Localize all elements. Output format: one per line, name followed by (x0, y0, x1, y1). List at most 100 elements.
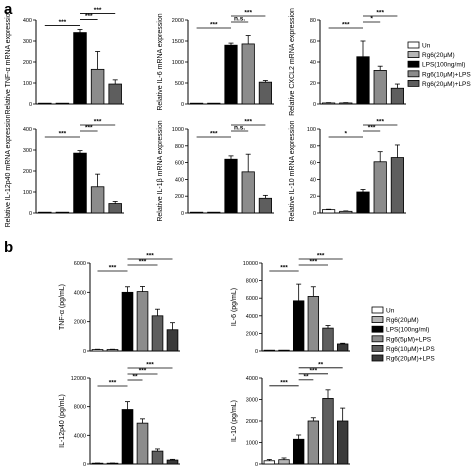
legend-swatch (407, 41, 420, 49)
significance-label: *** (317, 253, 325, 260)
y-tick-label: 0 (83, 349, 86, 355)
y-tick-label: 4000 (246, 314, 258, 320)
y-axis-label: Relative IL-12p40 mRNA expression (5, 114, 12, 227)
legend-swatch (407, 51, 420, 58)
bar (336, 343, 349, 352)
legend-swatch (407, 70, 420, 78)
bar (106, 349, 119, 352)
legend-label: LPS(100ng/ml) (386, 327, 429, 334)
bar (278, 459, 290, 465)
panel-label-b: b (4, 239, 13, 256)
legend-label: Rg6(20μM) (386, 317, 419, 324)
chart-2: 0 500 1000 1500 2000 Relative IL-6 mRNA expre… (157, 10, 274, 111)
legend-label: Rg6(10μM)+LPS (386, 346, 435, 353)
y-tick-label: 80 (310, 18, 316, 24)
legend-label: Rg6(20μM) (422, 52, 455, 59)
y-tick-label: 500 (175, 81, 184, 87)
significance-label: * (345, 131, 348, 138)
significance-label: *** (85, 125, 93, 132)
bar (108, 203, 122, 214)
bar (373, 70, 387, 105)
y-tick-label: 2000 (246, 419, 258, 425)
y-axis-label: IL-6 (pg/mL) (231, 288, 238, 326)
bar (121, 409, 134, 465)
y-tick-label: 1500 (172, 39, 184, 45)
significance-label: *** (310, 367, 318, 374)
legend-a: Un Rg6(20μM) LPS(100ng/ml) Rg6(10μM)+LPS Rg6… (407, 41, 471, 88)
significance-label: *** (244, 10, 252, 17)
bar (241, 43, 255, 105)
y-tick-label: 0 (29, 211, 32, 217)
legend-swatch (407, 60, 420, 68)
significance-label: *** (59, 131, 67, 138)
y-tick-label: 400 (23, 127, 32, 133)
bar (292, 300, 305, 352)
y-tick-label: 0 (255, 349, 258, 355)
y-tick-label: 80 (310, 144, 316, 150)
significance-label: ** (303, 373, 309, 380)
bar (90, 186, 105, 214)
legend-label: Rg6(20μM)+LPS (386, 356, 435, 363)
bar (258, 197, 272, 214)
y-tick-label: 300 (23, 39, 32, 45)
y-tick-label: 1000 (172, 60, 184, 66)
significance-label: *** (310, 259, 318, 266)
y-tick-label: 400 (23, 18, 32, 24)
significance-label: ** (132, 374, 138, 381)
legend-label: Rg6(5μM)+LPS (386, 336, 432, 343)
bar (322, 398, 334, 465)
significance-label: *** (94, 119, 102, 126)
y-tick-label: 1000 (172, 127, 184, 133)
bar (121, 291, 134, 352)
significance-label: * (370, 16, 373, 23)
bar (339, 210, 353, 214)
legend-b: Un Rg6(20μM) LPS(100ng/ml) Rg6(5μM)+LPS Rg6(… (371, 306, 435, 363)
y-tick-label: 8000 (74, 405, 86, 411)
y-axis-label: Relative IL-10 mRNA expression (289, 120, 296, 221)
significance-label: *** (109, 380, 117, 387)
y-axis-label: Relative CXCL2 mRNA expression (289, 8, 296, 116)
y-tick-label: 2000 (246, 331, 258, 337)
significance-label: *** (376, 119, 384, 126)
y-tick-label: 0 (313, 102, 316, 108)
y-tick-label: 800 (175, 144, 184, 150)
legend-swatch (371, 335, 384, 343)
bar (136, 291, 149, 352)
y-tick-label: 40 (310, 60, 316, 66)
y-tick-label: 2000 (74, 320, 86, 326)
significance-label: *** (146, 253, 154, 260)
panel-label-a: a (4, 1, 13, 18)
y-tick-label: 100 (23, 190, 32, 196)
y-tick-label: 60 (310, 39, 316, 45)
significance-label: *** (85, 13, 93, 20)
bar (224, 44, 238, 105)
y-tick-label: 20 (310, 81, 316, 87)
y-tick-label: 0 (181, 211, 184, 217)
bar (356, 56, 370, 105)
legend-swatch (371, 316, 384, 324)
y-tick-label: 0 (255, 462, 258, 467)
y-tick-label: 4000 (74, 433, 86, 439)
legend-swatch (371, 325, 384, 333)
bar (151, 450, 164, 465)
y-tick-label: 20 (310, 194, 316, 200)
significance-label: *** (146, 362, 154, 369)
significance-label: *** (368, 125, 376, 132)
y-axis-label: TNF-α (pg/mL) (59, 284, 66, 330)
chart-6: 0 20 40 60 80 100 Relative IL-10 mRNA expressi… (289, 119, 406, 222)
bar (166, 329, 179, 352)
legend-label: Rg6(10μM)+LPS (422, 71, 471, 78)
bar (224, 158, 238, 214)
significance-label: n.s. (234, 125, 245, 132)
legend-label: Un (386, 308, 395, 315)
significance-label: *** (59, 19, 67, 26)
y-axis-label: IL-12p40 (pg/mL) (59, 394, 66, 448)
bar (373, 161, 387, 214)
bar (258, 81, 272, 105)
bar (356, 191, 370, 214)
significance-label: ** (318, 361, 324, 368)
y-tick-label: 3000 (246, 398, 258, 404)
